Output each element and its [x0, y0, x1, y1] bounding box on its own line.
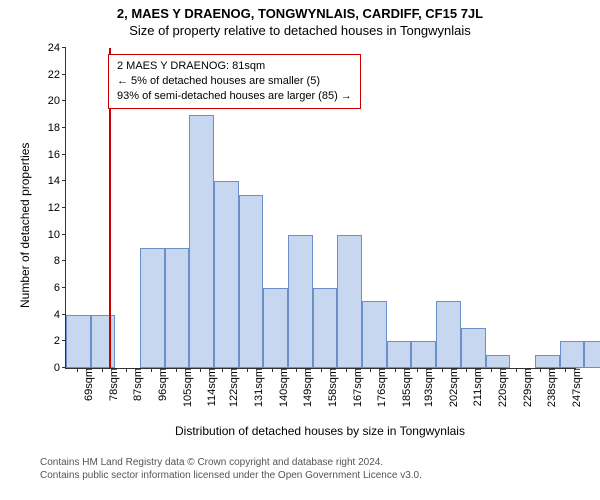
- x-tick-label: 211sqm: [466, 368, 484, 406]
- histogram-bar: [165, 248, 190, 368]
- histogram-bar: [560, 341, 585, 368]
- x-tick-label: 140sqm: [272, 368, 290, 407]
- x-tick-label: 78sqm: [102, 368, 120, 401]
- histogram-bar: [362, 301, 387, 368]
- histogram-bar: [91, 315, 116, 368]
- x-tick-label: 149sqm: [296, 368, 314, 407]
- y-tick-label: 16: [48, 149, 66, 161]
- x-tick-label: 69sqm: [77, 368, 95, 401]
- footer-attribution: Contains HM Land Registry data © Crown c…: [40, 456, 422, 482]
- histogram-bar: [337, 235, 362, 368]
- histogram-bar: [288, 235, 313, 368]
- y-tick-label: 24: [48, 42, 66, 54]
- x-tick-label: 238sqm: [540, 368, 558, 407]
- y-tick-label: 6: [54, 282, 66, 294]
- x-tick-label: 176sqm: [370, 368, 388, 407]
- histogram-bar: [263, 288, 288, 368]
- histogram-bar: [436, 301, 461, 368]
- y-tick-label: 4: [54, 309, 66, 321]
- x-axis-label: Distribution of detached houses by size …: [65, 424, 575, 438]
- y-tick-label: 18: [48, 122, 66, 134]
- histogram-bar: [140, 248, 165, 368]
- footer-line-1: Contains HM Land Registry data © Crown c…: [40, 456, 422, 469]
- chart-title-1: 2, MAES Y DRAENOG, TONGWYNLAIS, CARDIFF,…: [0, 0, 600, 21]
- x-tick-label: 220sqm: [491, 368, 509, 407]
- y-tick-label: 10: [48, 229, 66, 241]
- histogram-bar: [387, 341, 412, 368]
- annotation-line: ← 5% of detached houses are smaller (5): [117, 74, 352, 89]
- histogram-bar: [189, 115, 214, 368]
- y-tick-label: 8: [54, 255, 66, 267]
- histogram-bar: [239, 195, 264, 368]
- histogram-bar: [313, 288, 338, 368]
- histogram-bar: [486, 355, 511, 368]
- y-tick-label: 12: [48, 202, 66, 214]
- x-tick-label: 87sqm: [126, 368, 144, 401]
- histogram-bar: [584, 341, 600, 368]
- x-tick-label: 193sqm: [417, 368, 435, 407]
- y-tick-label: 14: [48, 175, 66, 187]
- y-tick-label: 20: [48, 95, 66, 107]
- histogram-bar: [214, 181, 239, 368]
- y-tick-label: 22: [48, 69, 66, 81]
- x-tick-label: 131sqm: [247, 368, 265, 407]
- x-tick-label: 158sqm: [321, 368, 339, 407]
- chart-title-2: Size of property relative to detached ho…: [0, 21, 600, 38]
- y-tick-label: 0: [54, 362, 66, 374]
- y-tick-label: 2: [54, 335, 66, 347]
- histogram-bar: [66, 315, 91, 368]
- x-tick-label: 229sqm: [516, 368, 534, 407]
- histogram-bar: [461, 328, 486, 368]
- x-tick-label: 202sqm: [442, 368, 460, 407]
- x-tick-label: 96sqm: [151, 368, 169, 401]
- x-tick-label: 167sqm: [346, 368, 364, 407]
- histogram-bar: [411, 341, 436, 368]
- plot-area: 02468101214161820222469sqm78sqm87sqm96sq…: [65, 48, 576, 369]
- x-tick-label: 122sqm: [222, 368, 240, 407]
- histogram-bar: [535, 355, 560, 368]
- annotation-box: 2 MAES Y DRAENOG: 81sqm← 5% of detached …: [108, 54, 361, 109]
- x-tick-label: 105sqm: [176, 368, 194, 407]
- x-tick-label: 114sqm: [200, 368, 218, 406]
- y-axis-label: Number of detached properties: [18, 143, 32, 308]
- annotation-line: 93% of semi-detached houses are larger (…: [117, 89, 352, 104]
- x-tick-label: 247sqm: [565, 368, 583, 407]
- footer-line-2: Contains public sector information licen…: [40, 469, 422, 482]
- annotation-line: 2 MAES Y DRAENOG: 81sqm: [117, 59, 352, 74]
- x-tick-label: 185sqm: [395, 368, 413, 407]
